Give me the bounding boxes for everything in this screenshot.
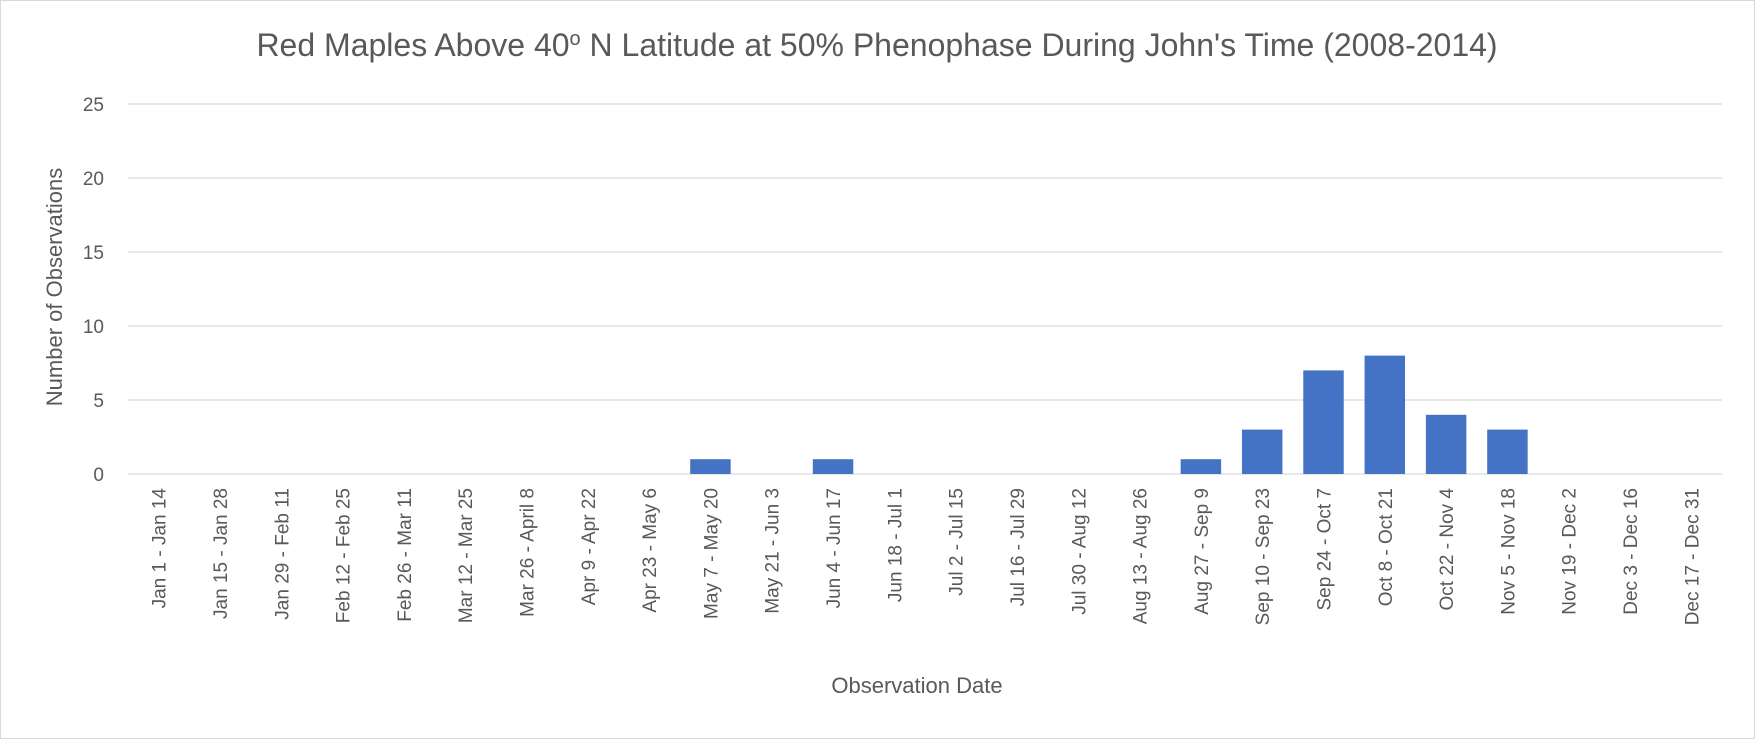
bar: [1303, 370, 1344, 474]
x-tick-label: Dec 3 - Dec 16: [1621, 488, 1642, 615]
y-tick-label: 25: [83, 95, 104, 116]
x-tick-label: Feb 12 - Feb 25: [334, 488, 355, 623]
x-axis-title: Observation Date: [831, 673, 1002, 698]
x-tick-label: Dec 17 - Dec 31: [1682, 488, 1703, 625]
x-tick-label: Oct 8 - Oct 21: [1376, 488, 1397, 606]
x-tick-label: Apr 9 - Apr 22: [579, 488, 600, 605]
y-tick-label: 5: [93, 391, 104, 412]
x-tick-label: Aug 13 - Aug 26: [1131, 488, 1152, 624]
x-tick-label: May 21 - Jun 3: [763, 488, 784, 614]
x-tick-label: Sep 24 - Oct 7: [1315, 488, 1336, 611]
y-tick-label: 20: [83, 169, 104, 190]
x-tick-label: Jan 1 - Jan 14: [150, 488, 171, 609]
gridlines: [128, 103, 1722, 475]
x-tick-label: Jan 15 - Jan 28: [211, 488, 232, 619]
bar: [690, 459, 731, 474]
x-tick-label: Jul 16 - Jul 29: [1008, 488, 1029, 606]
y-axis-title: Number of Observations: [42, 168, 67, 406]
x-axis-ticks: Jan 1 - Jan 14 Jan 15 - Jan 28 Jan 29 - Fe…: [150, 488, 1704, 626]
x-tick-label: Aug 27 - Sep 9: [1192, 488, 1213, 615]
chart-title: Red Maples Above 40o N Latitude at 50% P…: [256, 27, 1497, 63]
x-tick-label: Jul 30 - Aug 12: [1069, 488, 1090, 615]
bars: [690, 355, 1528, 474]
x-tick-label: Jun 18 - Jul 1: [885, 488, 906, 602]
x-tick-label: Apr 23 - May 6: [640, 488, 661, 613]
bar: [1487, 429, 1528, 474]
bar: [1180, 459, 1222, 474]
x-tick-label: Mar 26 - April 8: [518, 488, 539, 617]
y-tick-label: 0: [93, 465, 104, 486]
bar: [1241, 429, 1283, 474]
x-tick-label: Nov 19 - Dec 2: [1560, 488, 1581, 615]
x-tick-label: Jul 2 - Jul 15: [947, 488, 968, 596]
x-tick-label: Jan 29 - Feb 11: [272, 488, 293, 620]
y-tick-label: 15: [83, 243, 104, 264]
x-tick-label: Oct 22 - Nov 4: [1437, 488, 1458, 611]
x-tick-label: Feb 26 - Mar 11: [395, 488, 416, 622]
x-tick-label: Jun 4 - Jun 17: [824, 488, 845, 608]
x-tick-label: Mar 12 - Mar 25: [456, 488, 477, 623]
bar: [1364, 355, 1406, 474]
y-tick-label: 10: [83, 317, 104, 338]
x-tick-label: Nov 5 - Nov 18: [1498, 488, 1519, 615]
x-tick-label: May 7 - May 20: [701, 488, 722, 619]
x-tick-label: Sep 10 - Sep 23: [1253, 488, 1274, 625]
y-axis-ticks: 0 5 10 15 20 25: [83, 95, 104, 486]
bar: [1425, 414, 1467, 474]
bar: [812, 459, 854, 474]
